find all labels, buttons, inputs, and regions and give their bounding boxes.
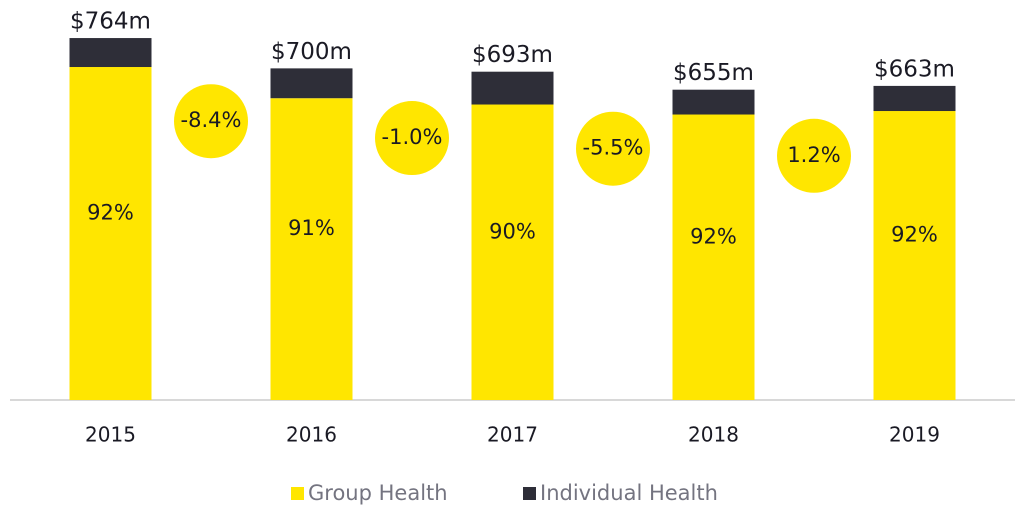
legend-swatch xyxy=(291,487,304,500)
legend-label: Individual Health xyxy=(540,481,718,505)
change-bubble xyxy=(576,111,650,186)
data-label: 91% xyxy=(288,216,335,240)
bar-segment xyxy=(873,85,956,112)
change-label: -5.5% xyxy=(583,136,644,160)
change-label: -8.4% xyxy=(181,108,242,132)
x-tick-label: 2017 xyxy=(487,423,538,447)
data-label: 92% xyxy=(690,224,737,248)
total-label: $764m xyxy=(70,9,151,35)
bar-segment xyxy=(672,89,755,115)
change-label: -1.0% xyxy=(382,125,443,149)
x-tick-label: 2018 xyxy=(688,423,739,447)
bar-segment xyxy=(471,71,554,105)
bar-segment xyxy=(69,38,152,68)
legend-label: Group Health xyxy=(308,481,448,505)
x-tick-label: 2019 xyxy=(889,423,940,447)
bar-segment xyxy=(471,104,554,400)
total-label: $693m xyxy=(472,42,553,68)
change-bubble xyxy=(174,84,248,159)
x-tick-label: 2015 xyxy=(85,423,136,447)
bar-segment xyxy=(69,67,152,401)
bar-segment xyxy=(270,98,353,400)
change-bubble xyxy=(375,101,449,176)
bar-segment xyxy=(873,111,956,401)
total-label: $663m xyxy=(874,56,955,82)
x-tick-label: 2016 xyxy=(286,423,337,447)
bar-segment xyxy=(270,68,353,99)
data-label: 90% xyxy=(489,219,536,243)
total-label: $700m xyxy=(271,39,352,65)
data-label: 92% xyxy=(891,223,938,247)
change-label: 1.2% xyxy=(787,143,840,167)
bar-segment xyxy=(672,114,755,400)
total-label: $655m xyxy=(673,60,754,86)
legend-swatch xyxy=(523,487,536,500)
data-label: 92% xyxy=(87,201,134,225)
change-bubble xyxy=(777,118,851,193)
